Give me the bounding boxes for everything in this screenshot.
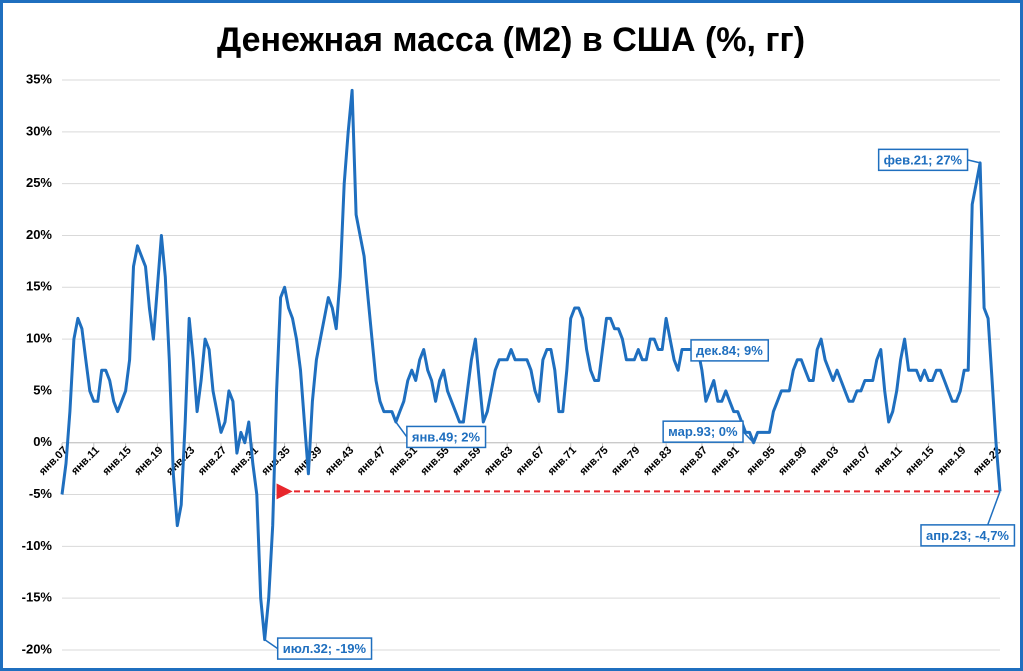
annotation-box (662, 420, 744, 443)
annotation: апр.23; -4,7% (926, 528, 1009, 543)
leader-line (681, 348, 692, 352)
y-tick-label: -5% (29, 486, 53, 501)
y-tick-label: 15% (26, 279, 52, 294)
y-tick-label: 20% (26, 227, 52, 242)
y-tick-label: 25% (26, 175, 52, 190)
leader-line (987, 491, 1001, 526)
leader-line (264, 639, 279, 650)
annotation: дек.84; 9% (696, 343, 763, 358)
annotation: янв.49; 2% (412, 429, 481, 444)
y-tick-label: 5% (33, 382, 52, 397)
annotation-box (690, 339, 770, 362)
leader-line (395, 421, 408, 438)
annotation: мар.93; 0% (668, 424, 738, 439)
annotation: июл.32; -19% (283, 641, 367, 656)
chart-title: Денежная масса (М2) в США (%, гг) (217, 21, 805, 59)
y-tick-label: 0% (33, 434, 52, 449)
annotation-box (276, 637, 373, 660)
annotation-box (406, 425, 487, 449)
y-tick-label: 30% (26, 123, 52, 138)
leader-line (967, 159, 981, 164)
annotation-box (877, 148, 969, 172)
line (60, 88, 1002, 642)
y-tick-label: -20% (22, 641, 53, 656)
y-tick-label: -15% (22, 590, 53, 605)
annotation-box (920, 524, 1016, 547)
y-tick-label: 35% (26, 71, 52, 86)
y-tick-label: -10% (22, 538, 53, 553)
leader-line (742, 431, 755, 444)
y-tick-label: 10% (26, 331, 52, 346)
annotation: фев.21; 27% (884, 152, 963, 167)
